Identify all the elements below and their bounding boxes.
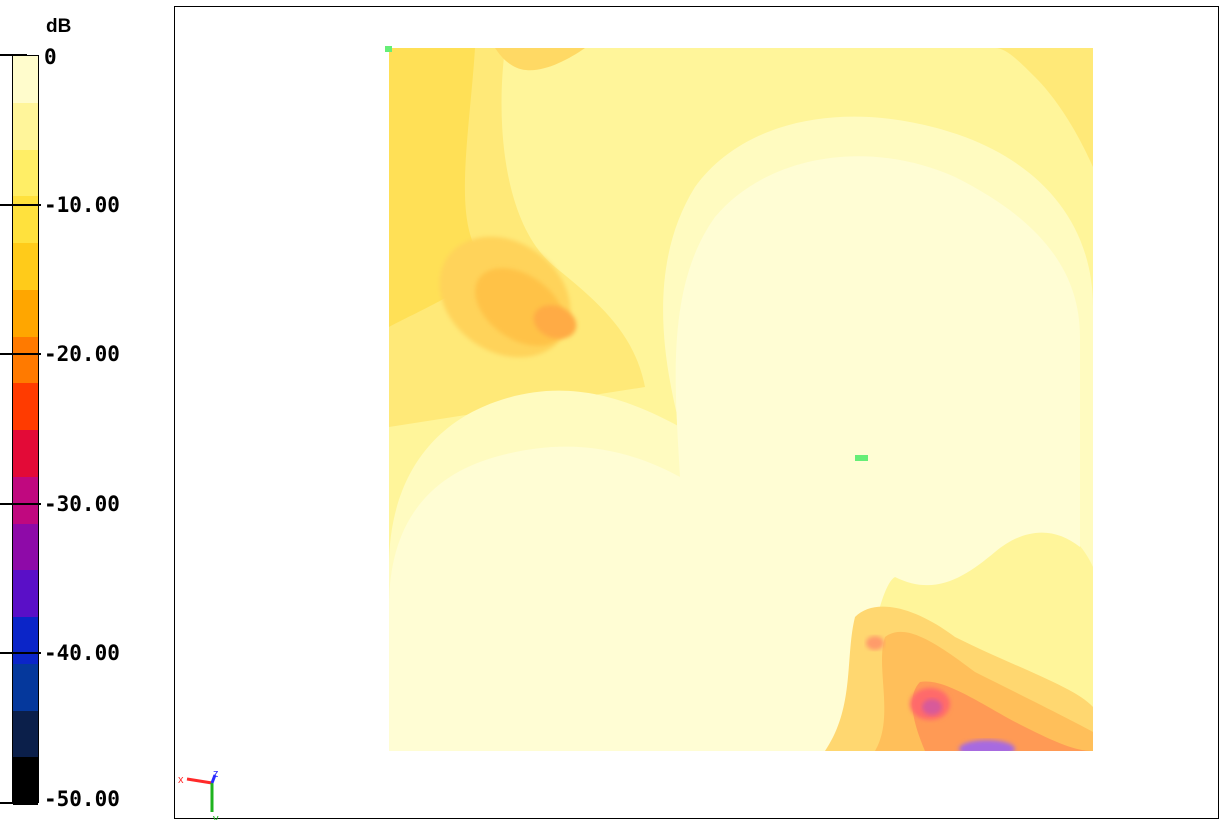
colorbar-tick-label: -50.00 <box>44 787 120 811</box>
colorbar-segment <box>13 336 38 384</box>
colorbar-segment <box>13 243 38 291</box>
colorbar-tick <box>0 502 41 505</box>
heatmap-plate <box>389 48 1093 751</box>
triad-x-label: x <box>178 774 184 786</box>
axis-triad: x y z <box>178 768 219 820</box>
triad-z-label: z <box>213 768 219 780</box>
triad-x-axis <box>186 777 213 785</box>
triad-z-axis <box>210 774 217 784</box>
colorbar-tick <box>0 353 41 356</box>
colorbar-tick-label: -30.00 <box>44 491 120 516</box>
colorbar-segment <box>13 757 38 805</box>
colorbar-legend: dB 0 -10.00 -20.00 -30.00 -40.00 -50.00 <box>0 0 175 821</box>
colorbar-segment <box>13 102 38 150</box>
min-core-magenta <box>922 699 942 715</box>
region-lightest <box>389 156 1080 751</box>
colorbar-segment <box>13 430 38 478</box>
colorbar-tick-label: -20.00 <box>44 342 120 367</box>
probe-marker-center[interactable] <box>855 455 868 461</box>
colorbar-tick <box>0 54 27 56</box>
min-core-violet <box>959 740 1015 751</box>
colorbar-segment <box>13 149 38 197</box>
colorbar-segment <box>13 663 38 711</box>
colorbar-tick <box>0 203 41 206</box>
probe-marker-top-left[interactable] <box>385 46 392 52</box>
heatmap-field <box>385 46 1093 751</box>
colorbar-tick <box>0 802 27 804</box>
colorbar-tick-label: -40.00 <box>44 641 120 666</box>
colorbar-tick-label: 0 <box>44 45 57 69</box>
min-spot-small <box>866 636 884 650</box>
colorbar-segment <box>13 56 38 104</box>
colorbar-segment <box>13 476 38 524</box>
colorbar-tick <box>0 652 41 655</box>
colorbar-segment <box>13 570 38 618</box>
min-band-3 <box>912 681 1093 751</box>
band-top-right <box>995 48 1093 167</box>
plot-viewport[interactable]: x y z <box>174 6 1219 820</box>
triad-y-label: y <box>213 813 219 820</box>
colorbar-strip <box>12 55 39 805</box>
colorbar-segment <box>13 383 38 431</box>
colorbar-segment <box>13 289 38 337</box>
blob-orange-core <box>533 305 577 339</box>
colorbar-unit: dB <box>46 16 72 37</box>
colorbar-tick-label: -10.00 <box>44 192 120 217</box>
colorbar-segment <box>13 523 38 571</box>
colorbar-segment <box>13 617 38 665</box>
colorbar-segment <box>13 710 38 758</box>
spot-top <box>495 48 585 71</box>
